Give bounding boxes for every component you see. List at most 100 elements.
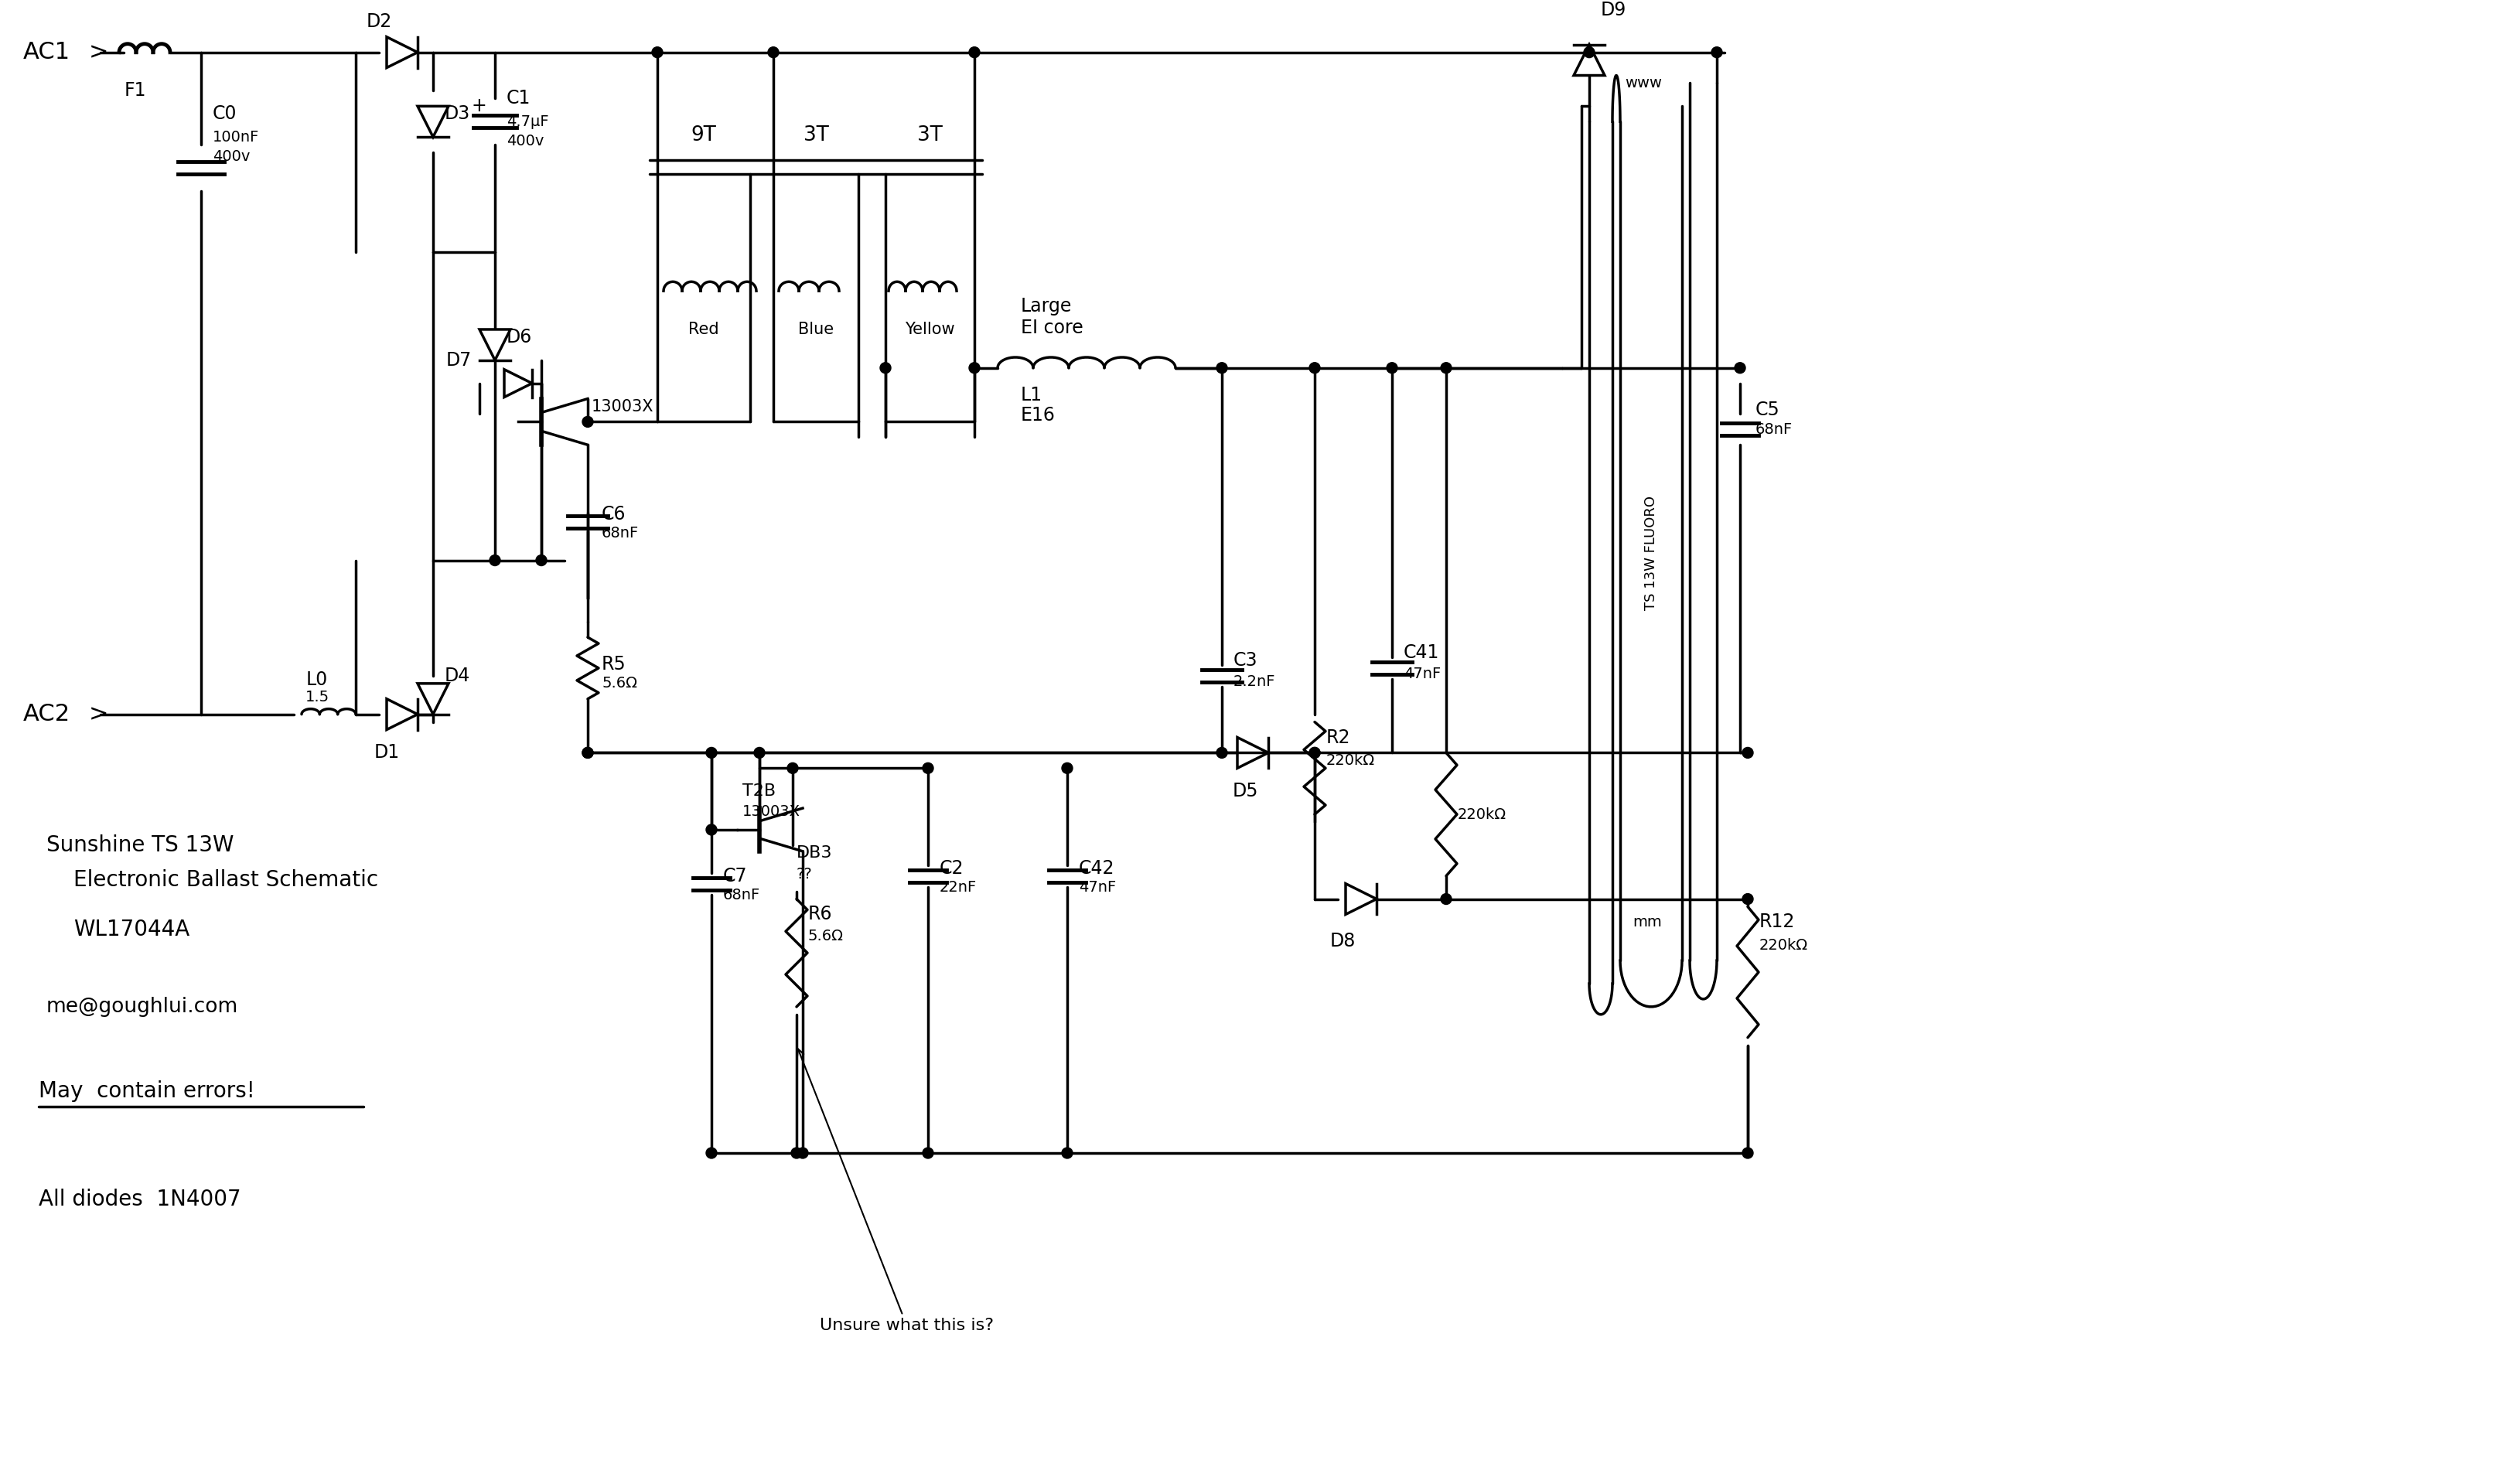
Text: mm: mm xyxy=(1632,914,1662,929)
Text: D4: D4 xyxy=(446,666,471,686)
Text: D3: D3 xyxy=(446,104,471,123)
Text: +: + xyxy=(471,96,486,116)
Circle shape xyxy=(1742,748,1753,758)
Circle shape xyxy=(922,763,934,773)
Circle shape xyxy=(1387,362,1397,374)
Circle shape xyxy=(705,1147,718,1159)
Text: AC1: AC1 xyxy=(23,42,71,64)
Text: 2.2nF: 2.2nF xyxy=(1234,675,1277,689)
Text: All diodes  1N4007: All diodes 1N4007 xyxy=(38,1189,242,1209)
Text: >: > xyxy=(88,703,108,726)
Circle shape xyxy=(1584,47,1594,58)
Text: D7: D7 xyxy=(446,350,471,370)
Text: L1: L1 xyxy=(1020,386,1042,404)
Circle shape xyxy=(705,824,718,835)
Circle shape xyxy=(922,1147,934,1159)
Circle shape xyxy=(582,417,594,427)
Text: WL17044A: WL17044A xyxy=(73,919,189,941)
Text: EI core: EI core xyxy=(1020,319,1083,337)
Text: C3: C3 xyxy=(1234,651,1259,669)
Circle shape xyxy=(1309,748,1319,758)
Text: 13003X: 13003X xyxy=(592,399,655,414)
Circle shape xyxy=(1216,748,1226,758)
Circle shape xyxy=(536,555,546,565)
Text: 4.7μF: 4.7μF xyxy=(506,114,549,129)
Text: E16: E16 xyxy=(1020,407,1055,424)
Circle shape xyxy=(1063,1147,1073,1159)
Text: 9T: 9T xyxy=(690,125,718,145)
Circle shape xyxy=(1063,763,1073,773)
Circle shape xyxy=(1742,1147,1753,1159)
Text: May  contain errors!: May contain errors! xyxy=(38,1080,254,1103)
Text: D1: D1 xyxy=(373,743,400,763)
Text: C2: C2 xyxy=(939,859,964,877)
Text: C6: C6 xyxy=(602,505,627,524)
Text: www: www xyxy=(1624,76,1662,91)
Text: TS 13W FLUORO: TS 13W FLUORO xyxy=(1644,496,1657,610)
Text: 220kΩ: 220kΩ xyxy=(1760,938,1808,953)
Text: R2: R2 xyxy=(1327,729,1350,746)
Circle shape xyxy=(1440,362,1450,374)
Circle shape xyxy=(1309,362,1319,374)
Circle shape xyxy=(969,362,980,374)
Circle shape xyxy=(788,763,798,773)
Text: AC2: AC2 xyxy=(23,703,71,726)
Circle shape xyxy=(652,47,662,58)
Text: Red: Red xyxy=(687,322,720,337)
Circle shape xyxy=(768,47,778,58)
Text: 1.5: 1.5 xyxy=(305,690,330,705)
Circle shape xyxy=(582,748,594,758)
Text: Large: Large xyxy=(1020,297,1073,316)
Circle shape xyxy=(969,47,980,58)
Text: D6: D6 xyxy=(506,328,531,346)
Text: T2B: T2B xyxy=(743,784,776,798)
Text: ??: ?? xyxy=(796,867,813,881)
Text: C7: C7 xyxy=(723,867,748,884)
Circle shape xyxy=(705,748,718,758)
Text: F1: F1 xyxy=(123,82,146,99)
Text: 22nF: 22nF xyxy=(939,880,977,895)
Text: 5.6Ω: 5.6Ω xyxy=(602,677,637,692)
Text: 100nF: 100nF xyxy=(212,129,259,144)
Text: D2: D2 xyxy=(365,12,393,31)
Text: R12: R12 xyxy=(1760,913,1795,932)
Text: 220kΩ: 220kΩ xyxy=(1327,752,1375,767)
Text: >: > xyxy=(88,42,108,64)
Circle shape xyxy=(1216,362,1226,374)
Text: 68nF: 68nF xyxy=(1755,421,1793,436)
Text: C5: C5 xyxy=(1755,401,1780,420)
Circle shape xyxy=(582,748,594,758)
Text: 400v: 400v xyxy=(506,134,544,148)
Text: Sunshine TS 13W: Sunshine TS 13W xyxy=(45,834,234,856)
Text: L0: L0 xyxy=(307,671,327,689)
Text: D5: D5 xyxy=(1231,782,1259,800)
Text: 47nF: 47nF xyxy=(1403,666,1440,681)
Circle shape xyxy=(798,1147,808,1159)
Circle shape xyxy=(1440,893,1450,904)
Text: C42: C42 xyxy=(1078,859,1115,877)
Text: R5: R5 xyxy=(602,654,627,674)
Text: Yellow: Yellow xyxy=(904,322,954,337)
Text: me@goughlui.com: me@goughlui.com xyxy=(45,997,239,1017)
Text: D8: D8 xyxy=(1330,932,1357,951)
Text: 68nF: 68nF xyxy=(723,887,760,902)
Circle shape xyxy=(488,555,501,565)
Circle shape xyxy=(753,748,765,758)
Circle shape xyxy=(881,362,891,374)
Text: 68nF: 68nF xyxy=(602,525,640,540)
Text: 220kΩ: 220kΩ xyxy=(1458,807,1506,822)
Text: DB3: DB3 xyxy=(796,844,833,861)
Text: 400v: 400v xyxy=(212,148,249,163)
Circle shape xyxy=(1309,748,1319,758)
Text: C0: C0 xyxy=(212,104,237,123)
Text: Electronic Ballast Schematic: Electronic Ballast Schematic xyxy=(73,870,378,890)
Text: 47nF: 47nF xyxy=(1078,880,1115,895)
Text: 5.6Ω: 5.6Ω xyxy=(808,929,844,944)
Text: Blue: Blue xyxy=(798,322,833,337)
Text: D9: D9 xyxy=(1601,0,1627,19)
Circle shape xyxy=(1742,893,1753,904)
Text: 3T: 3T xyxy=(917,125,942,145)
Text: C41: C41 xyxy=(1403,644,1440,662)
Text: Unsure what this is?: Unsure what this is? xyxy=(798,1049,995,1333)
Circle shape xyxy=(1735,362,1745,374)
